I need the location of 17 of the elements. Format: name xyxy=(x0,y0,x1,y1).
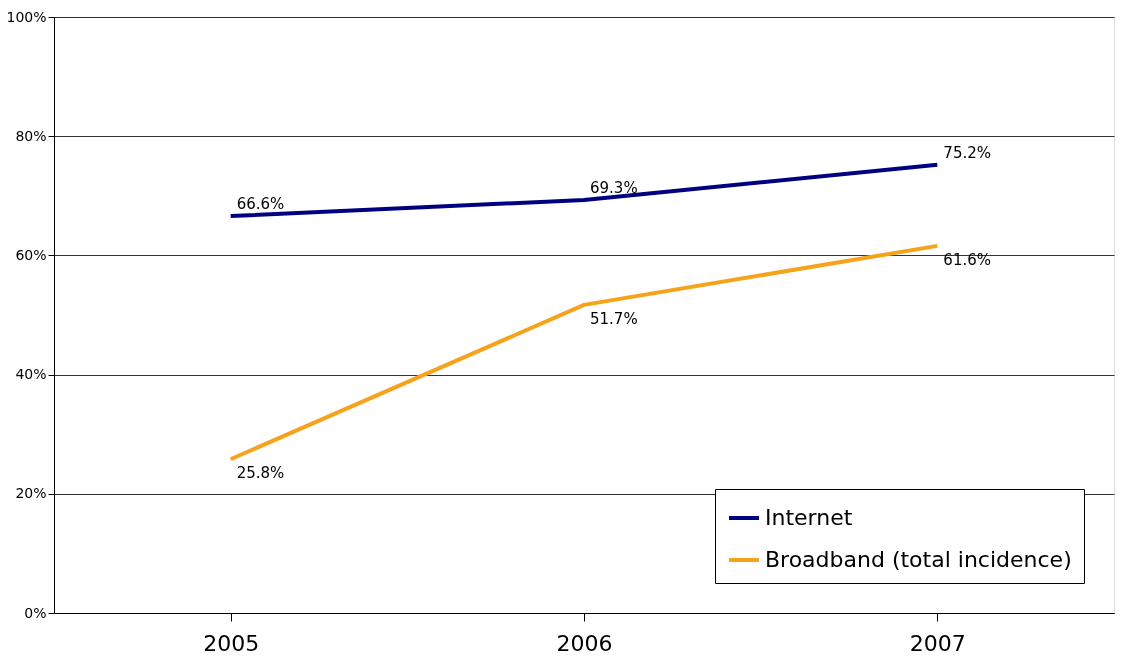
data-label: 51.7% xyxy=(590,309,638,328)
data-label: 61.6% xyxy=(943,250,991,269)
y-tick-label: 20% xyxy=(15,485,47,502)
x-tick-label: 2005 xyxy=(203,630,260,656)
y-tick-label: 40% xyxy=(15,366,47,383)
data-label: 75.2% xyxy=(943,143,991,162)
y-tick-label: 0% xyxy=(24,604,47,621)
data-label: 25.8% xyxy=(236,464,285,483)
y-tick-label: 60% xyxy=(15,246,47,263)
x-tick-label: 2007 xyxy=(909,630,966,656)
x-tick-label: 2006 xyxy=(556,630,613,656)
legend-label: Broadband (total incidence) xyxy=(765,547,1072,572)
y-tick-label: 100% xyxy=(6,8,47,25)
data-label: 66.6% xyxy=(236,195,285,214)
legend-label: Internet xyxy=(765,505,853,530)
data-label: 69.3% xyxy=(590,178,638,197)
y-tick-label: 80% xyxy=(15,127,47,144)
